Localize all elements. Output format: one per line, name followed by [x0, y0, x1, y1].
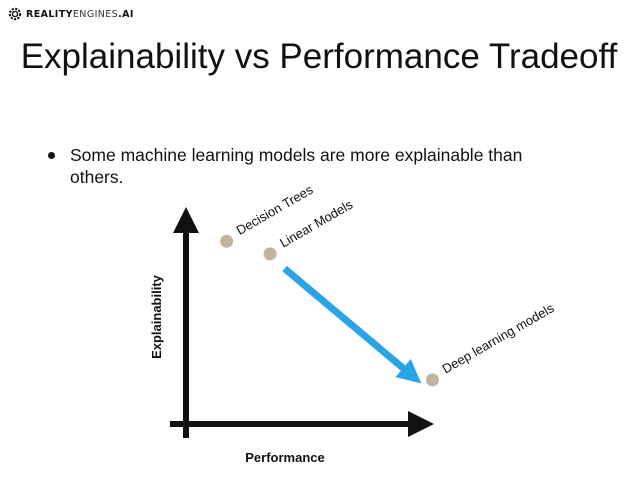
- x-axis-label: Performance: [245, 450, 324, 465]
- data-point: [220, 234, 234, 248]
- x-axis-arrowhead: [408, 411, 434, 437]
- brand-name: REALITYENGINES.AI: [26, 9, 134, 20]
- chart-axes: [170, 207, 434, 438]
- data-point: [263, 247, 277, 261]
- bullet-dot: [48, 152, 55, 159]
- gear-logo-icon: [8, 7, 22, 21]
- slide-title: Explainability vs Performance Tradeoff: [20, 37, 618, 76]
- company-logo: REALITYENGINES.AI: [8, 6, 134, 22]
- brand-bold: REALITY: [26, 8, 73, 20]
- trend-arrow: [282, 265, 422, 384]
- bullet-text: Some machine learning models are more ex…: [70, 145, 523, 187]
- data-point-label: Deep learning models: [440, 300, 557, 376]
- data-point: [426, 373, 439, 387]
- bullet-point: Some machine learning models are more ex…: [48, 144, 568, 188]
- brand-suffix: .AI: [118, 8, 134, 20]
- trend-arrow-group: [282, 265, 422, 384]
- y-axis-label: Explainability: [149, 274, 164, 359]
- brand-light: ENGINES: [72, 8, 119, 20]
- y-axis-arrowhead: [173, 207, 199, 233]
